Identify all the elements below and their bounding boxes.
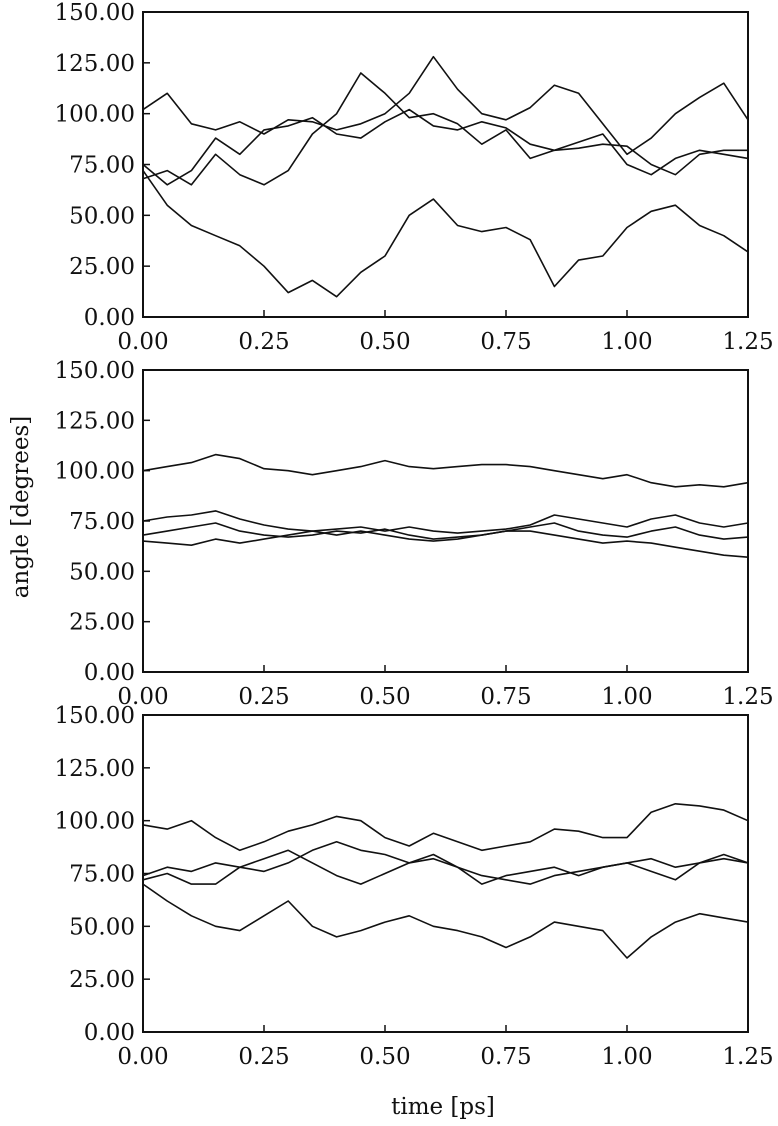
bottom-y-tick-label: 25.00 bbox=[69, 967, 135, 993]
middle-series-line-3 bbox=[142, 522, 749, 540]
top-series-line-1 bbox=[142, 55, 749, 156]
top-y-tick-label: 150.00 bbox=[55, 0, 135, 26]
top-x-tick-label: 1.25 bbox=[722, 329, 773, 355]
middle-plot-frame bbox=[142, 369, 749, 673]
middle-x-tick-label: 0.50 bbox=[359, 684, 410, 710]
top-y-tick-label: 50.00 bbox=[69, 203, 135, 229]
middle-y-tick-label: 75.00 bbox=[69, 509, 135, 535]
bottom-panel: 0.00 25.00 50.00 75.00 100.00 125.00 150.00 0.0… bbox=[55, 703, 774, 1070]
middle-y-tick-label: 25.00 bbox=[69, 610, 135, 636]
bottom-y-tick-label: 150.00 bbox=[55, 703, 135, 729]
bottom-y-tick-label: 100.00 bbox=[55, 809, 135, 835]
top-x-tick-label: 0.00 bbox=[117, 329, 168, 355]
bottom-x-tick-label: 0.00 bbox=[117, 1044, 168, 1070]
x-axis-label: time [ps] bbox=[391, 1094, 495, 1120]
bottom-x-tick-label: 0.25 bbox=[238, 1044, 289, 1070]
bottom-y-tick-label: 75.00 bbox=[69, 862, 135, 888]
middle-x-tick-label: 0.75 bbox=[480, 684, 531, 710]
top-y-tick-label: 100.00 bbox=[55, 102, 135, 128]
top-series-line-2 bbox=[142, 108, 748, 186]
top-series-line-4 bbox=[142, 170, 749, 298]
middle-y-tick-label: 125.00 bbox=[55, 408, 135, 434]
bottom-x-tick-label: 0.50 bbox=[359, 1044, 410, 1070]
middle-x-tick-label: 0.00 bbox=[117, 684, 168, 710]
bottom-x-tick-label: 0.75 bbox=[480, 1044, 531, 1070]
top-x-tick-label: 0.25 bbox=[238, 329, 289, 355]
bottom-y-tick-label: 50.00 bbox=[69, 914, 135, 940]
top-y-tick-label: 75.00 bbox=[69, 153, 135, 179]
bottom-y-tick-label: 125.00 bbox=[55, 756, 135, 782]
top-x-tick-label: 1.00 bbox=[601, 329, 652, 355]
bottom-series-line-1 bbox=[142, 802, 749, 852]
middle-series-line-4 bbox=[142, 530, 749, 558]
middle-panel: 0.00 25.00 50.00 75.00 100.00 125.00 150.00 0.0… bbox=[55, 358, 774, 710]
top-y-tick-label: 125.00 bbox=[55, 51, 135, 77]
middle-x-tick-label: 1.25 bbox=[722, 684, 773, 710]
bottom-x-tick-label: 1.00 bbox=[601, 1044, 652, 1070]
middle-y-tick-label: 150.00 bbox=[55, 358, 135, 384]
top-panel: 0.00 25.00 50.00 75.00 100.00 125.00 150.00 0.0… bbox=[55, 0, 774, 355]
middle-y-tick-label: 0.00 bbox=[84, 660, 135, 686]
y-axis-label: angle [degrees] bbox=[8, 416, 34, 599]
bottom-series-line-3 bbox=[142, 849, 749, 885]
bottom-x-tick-label: 1.25 bbox=[722, 1044, 773, 1070]
middle-y-tick-label: 100.00 bbox=[55, 459, 135, 485]
top-x-tick-label: 0.75 bbox=[480, 329, 531, 355]
bottom-y-tick-label: 0.00 bbox=[84, 1020, 135, 1046]
middle-x-tick-label: 1.00 bbox=[601, 684, 652, 710]
bottom-series-line-4 bbox=[142, 883, 749, 959]
top-x-tick-label: 0.50 bbox=[359, 329, 410, 355]
top-series-line-3 bbox=[142, 72, 749, 186]
middle-x-tick-label: 0.25 bbox=[238, 684, 289, 710]
middle-series-line-1 bbox=[142, 453, 749, 488]
middle-series-line-2 bbox=[142, 510, 749, 534]
bottom-series-line-2 bbox=[142, 840, 749, 885]
top-plot-frame bbox=[142, 11, 749, 318]
top-y-tick-label: 25.00 bbox=[69, 254, 135, 280]
middle-y-tick-label: 50.00 bbox=[69, 559, 135, 585]
top-y-tick-label: 0.00 bbox=[84, 305, 135, 331]
